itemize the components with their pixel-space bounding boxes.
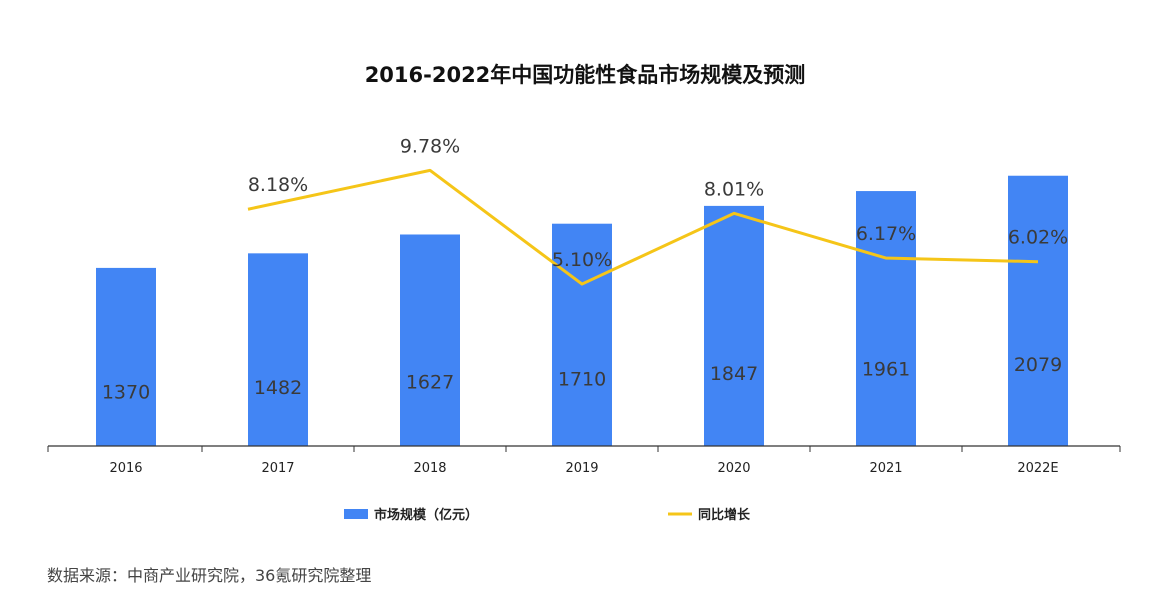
x-axis-ticks: 2016 2017 2018 2019 2020 2021 2022E — [47, 446, 1121, 476]
bar-value-label-2022E: 2079 — [1014, 354, 1062, 376]
bar-2019 — [552, 223, 612, 446]
bar-2017 — [248, 253, 308, 446]
legend-swatch-bar — [344, 509, 368, 519]
bar-value-label-2020: 1847 — [710, 363, 758, 385]
x-tick-label-2018: 2018 — [413, 461, 446, 476]
bar-series — [96, 175, 1068, 447]
source-note: 数据来源：中商产业研究院，36氪研究院整理 — [47, 566, 372, 585]
bar-2016 — [96, 267, 156, 446]
bar-2018 — [400, 234, 460, 446]
growth-line — [247, 168, 1039, 286]
bar-2022E — [1008, 175, 1068, 447]
legend: 市场规模（亿元） 同比增长 — [344, 507, 751, 523]
chart-title: 2016-2022年中国功能性食品市场规模及预测 — [365, 63, 806, 87]
line-value-label-2020: 8.01% — [704, 178, 764, 200]
line-value-labels: 8.18% 9.78% 5.10% 8.01% 6.17% 6.02% — [248, 135, 1068, 271]
line-value-label-2017: 8.18% — [248, 174, 308, 196]
x-tick-label-2022E: 2022E — [1017, 461, 1058, 476]
bar-value-label-2017: 1482 — [254, 377, 302, 399]
bar-value-label-2019: 1710 — [558, 368, 606, 390]
x-tick-label-2021: 2021 — [869, 461, 902, 476]
line-value-label-2022E: 6.02% — [1008, 227, 1068, 249]
bar-value-labels: 1370 1482 1627 1710 1847 1961 2079 — [102, 354, 1062, 404]
bar-value-label-2016: 1370 — [102, 382, 150, 404]
bar-2020 — [704, 205, 764, 446]
bar-value-label-2021: 1961 — [862, 359, 910, 381]
line-value-label-2021: 6.17% — [856, 223, 916, 245]
chart: 2016-2022年中国功能性食品市场规模及预测 2016 2017 2018 201… — [47, 63, 1121, 523]
legend-label-bar: 市场规模（亿元） — [374, 507, 478, 523]
bar-value-label-2018: 1627 — [406, 372, 454, 394]
line-value-label-2018: 9.78% — [400, 135, 460, 157]
legend-label-line: 同比增长 — [698, 507, 751, 523]
line-value-label-2019: 5.10% — [552, 249, 612, 271]
x-tick-label-2016: 2016 — [109, 461, 142, 476]
x-tick-label-2020: 2020 — [717, 461, 750, 476]
x-tick-label-2019: 2019 — [565, 461, 598, 476]
x-tick-label-2017: 2017 — [261, 461, 294, 476]
bar-2021 — [856, 191, 916, 446]
